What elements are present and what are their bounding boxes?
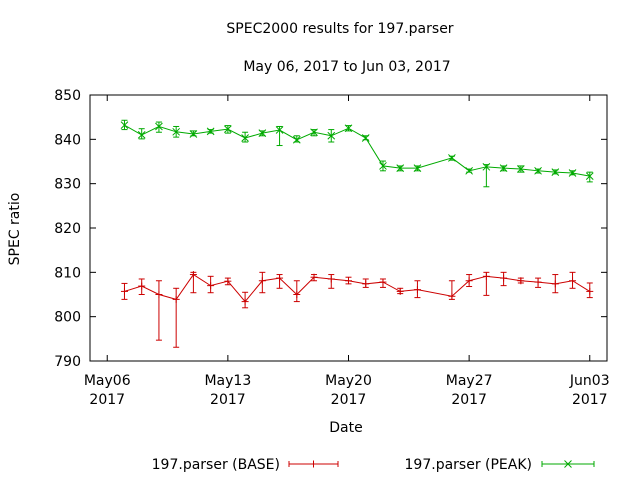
data-point [224,125,232,133]
data-point [448,154,456,162]
data-point [396,287,404,295]
data-point [379,162,387,170]
data-point [465,166,473,175]
data-point [276,274,284,282]
y-tick-label: 810 [54,265,81,281]
x-tick-year: 2017 [572,392,608,408]
series-layer [120,119,594,348]
data-point [413,164,422,173]
y-tick-label: 820 [54,221,81,237]
data-point [551,280,559,288]
data-point [293,291,301,298]
data-point [155,291,163,298]
x-tick-year: 2017 [210,392,246,408]
error-bar [586,171,593,183]
legend-sample-base [288,460,339,468]
data-point [172,127,181,136]
data-point [344,124,353,133]
data-point [327,131,336,140]
data-point [207,282,215,290]
legend-marker [310,460,317,468]
error-bar [155,280,162,341]
data-point [569,277,577,285]
y-tick-label: 800 [54,310,81,326]
y-axis-label: SPEC ratio [7,193,23,266]
series-base [120,271,594,348]
plot-frame [89,94,608,362]
data-point [241,134,249,142]
data-point [155,122,163,131]
y-axis-ticks: 790 800 810 820 830 840 850 [54,88,607,370]
data-point [189,271,197,279]
chart-title: SPEC2000 results for 197.parser [226,21,453,37]
data-point [517,277,525,285]
data-point [499,164,508,173]
data-point [396,164,405,173]
data-point [275,126,284,134]
data-point [568,169,577,177]
data-point [206,127,215,136]
data-point [482,162,491,171]
x-tick-label: May27 [446,373,493,389]
data-point [534,278,542,286]
data-point [551,168,560,176]
x-tick-year: 2017 [89,392,125,408]
x-tick-label: May13 [204,373,251,389]
legend-label-peak: 197.parser (PEAK) [405,457,532,473]
x-axis-label: Date [329,420,362,436]
error-bar [242,131,249,143]
x-tick-year: 2017 [331,392,367,408]
data-point [137,131,146,139]
data-point [224,277,232,285]
y-tick-label: 790 [54,354,81,370]
data-point [585,172,594,180]
data-point [516,165,525,173]
data-point [361,134,370,142]
data-point [465,277,473,285]
data-point [120,287,128,295]
x-tick-label: May06 [84,373,131,389]
data-point [241,298,249,306]
data-point [362,280,370,288]
data-point [189,130,198,138]
data-point [172,295,180,303]
series-peak [120,119,594,188]
error-bar [483,164,490,188]
data-point [310,273,318,281]
data-point [310,128,318,137]
legend-label-base: 197.parser (BASE) [152,457,280,473]
data-point [379,278,387,286]
legend: 197.parser (BASE) 197.parser (PEAK) [152,457,595,473]
data-point [258,129,267,137]
y-tick-label: 830 [54,177,81,193]
data-point [258,277,266,285]
data-point [120,121,129,130]
data-point [413,286,421,294]
data-point [500,274,508,282]
y-tick-label: 840 [54,132,81,148]
error-bar [138,128,145,140]
x-tick-label: May20 [325,373,372,389]
y-tick-label: 850 [54,88,81,104]
chart-subtitle: May 06, 2017 to Jun 03, 2017 [243,59,450,75]
x-tick-label: Jun03 [569,373,610,389]
data-point [345,277,352,285]
data-point [292,135,301,144]
x-tick-year: 2017 [451,392,487,408]
data-point [448,292,456,300]
series-line [124,273,591,303]
data-point [586,287,594,295]
x-axis-ticks: May06 2017 May13 2017 May20 2017 May27 2017 Jun0… [84,95,610,408]
data-point [138,282,146,290]
legend-sample-peak [541,460,595,468]
legend-marker [564,460,572,468]
data-point [534,166,542,175]
data-point [482,272,490,280]
data-point [327,275,335,283]
